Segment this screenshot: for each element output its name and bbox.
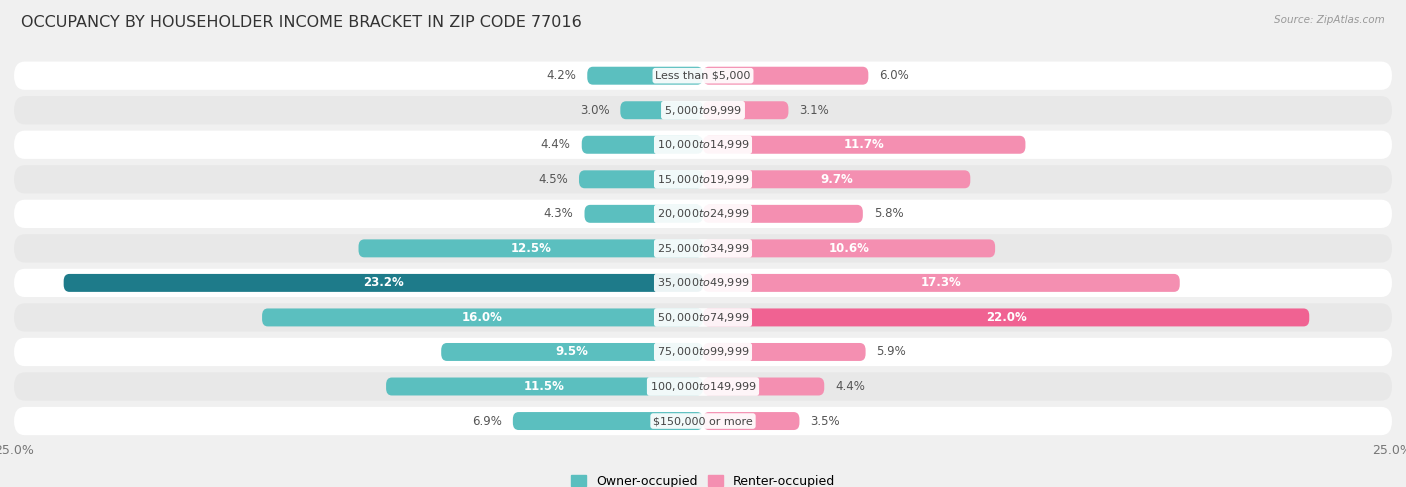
Text: 6.9%: 6.9% <box>472 414 502 428</box>
FancyBboxPatch shape <box>14 269 1392 297</box>
FancyBboxPatch shape <box>359 240 703 257</box>
Text: 16.0%: 16.0% <box>463 311 503 324</box>
FancyBboxPatch shape <box>513 412 703 430</box>
Text: 23.2%: 23.2% <box>363 277 404 289</box>
FancyBboxPatch shape <box>582 136 703 154</box>
Text: OCCUPANCY BY HOUSEHOLDER INCOME BRACKET IN ZIP CODE 77016: OCCUPANCY BY HOUSEHOLDER INCOME BRACKET … <box>21 15 582 30</box>
Text: 9.7%: 9.7% <box>820 173 853 186</box>
Text: 4.3%: 4.3% <box>544 207 574 220</box>
Text: $15,000 to $19,999: $15,000 to $19,999 <box>657 173 749 186</box>
Text: 3.0%: 3.0% <box>579 104 609 117</box>
Text: 11.7%: 11.7% <box>844 138 884 151</box>
FancyBboxPatch shape <box>703 412 800 430</box>
Text: 17.3%: 17.3% <box>921 277 962 289</box>
Text: 3.5%: 3.5% <box>810 414 841 428</box>
Text: $5,000 to $9,999: $5,000 to $9,999 <box>664 104 742 117</box>
FancyBboxPatch shape <box>387 377 703 395</box>
FancyBboxPatch shape <box>579 170 703 188</box>
FancyBboxPatch shape <box>14 131 1392 159</box>
Text: 4.2%: 4.2% <box>547 69 576 82</box>
Text: 12.5%: 12.5% <box>510 242 551 255</box>
Text: 5.8%: 5.8% <box>875 207 904 220</box>
FancyBboxPatch shape <box>703 101 789 119</box>
FancyBboxPatch shape <box>703 274 1180 292</box>
FancyBboxPatch shape <box>14 61 1392 90</box>
Text: 4.5%: 4.5% <box>538 173 568 186</box>
Text: Less than $5,000: Less than $5,000 <box>655 71 751 81</box>
FancyBboxPatch shape <box>703 136 1025 154</box>
Text: 9.5%: 9.5% <box>555 345 589 358</box>
FancyBboxPatch shape <box>63 274 703 292</box>
Text: $10,000 to $14,999: $10,000 to $14,999 <box>657 138 749 151</box>
FancyBboxPatch shape <box>703 308 1309 326</box>
FancyBboxPatch shape <box>14 165 1392 193</box>
Text: 5.9%: 5.9% <box>876 345 907 358</box>
FancyBboxPatch shape <box>14 338 1392 366</box>
Text: 4.4%: 4.4% <box>835 380 865 393</box>
Text: 3.1%: 3.1% <box>800 104 830 117</box>
FancyBboxPatch shape <box>14 407 1392 435</box>
Text: $150,000 or more: $150,000 or more <box>654 416 752 426</box>
Text: $50,000 to $74,999: $50,000 to $74,999 <box>657 311 749 324</box>
FancyBboxPatch shape <box>703 343 866 361</box>
FancyBboxPatch shape <box>703 377 824 395</box>
Text: 6.0%: 6.0% <box>879 69 910 82</box>
Text: $25,000 to $34,999: $25,000 to $34,999 <box>657 242 749 255</box>
FancyBboxPatch shape <box>262 308 703 326</box>
FancyBboxPatch shape <box>585 205 703 223</box>
Text: $75,000 to $99,999: $75,000 to $99,999 <box>657 345 749 358</box>
FancyBboxPatch shape <box>14 200 1392 228</box>
FancyBboxPatch shape <box>14 303 1392 332</box>
FancyBboxPatch shape <box>14 373 1392 401</box>
FancyBboxPatch shape <box>14 96 1392 124</box>
FancyBboxPatch shape <box>588 67 703 85</box>
Text: $20,000 to $24,999: $20,000 to $24,999 <box>657 207 749 220</box>
Text: $35,000 to $49,999: $35,000 to $49,999 <box>657 277 749 289</box>
Legend: Owner-occupied, Renter-occupied: Owner-occupied, Renter-occupied <box>567 470 839 487</box>
FancyBboxPatch shape <box>703 205 863 223</box>
FancyBboxPatch shape <box>703 170 970 188</box>
Text: 22.0%: 22.0% <box>986 311 1026 324</box>
Text: 4.4%: 4.4% <box>541 138 571 151</box>
Text: $100,000 to $149,999: $100,000 to $149,999 <box>650 380 756 393</box>
Text: 11.5%: 11.5% <box>524 380 565 393</box>
FancyBboxPatch shape <box>703 67 869 85</box>
FancyBboxPatch shape <box>703 240 995 257</box>
Text: 10.6%: 10.6% <box>828 242 869 255</box>
FancyBboxPatch shape <box>14 234 1392 262</box>
FancyBboxPatch shape <box>620 101 703 119</box>
FancyBboxPatch shape <box>441 343 703 361</box>
Text: Source: ZipAtlas.com: Source: ZipAtlas.com <box>1274 15 1385 25</box>
